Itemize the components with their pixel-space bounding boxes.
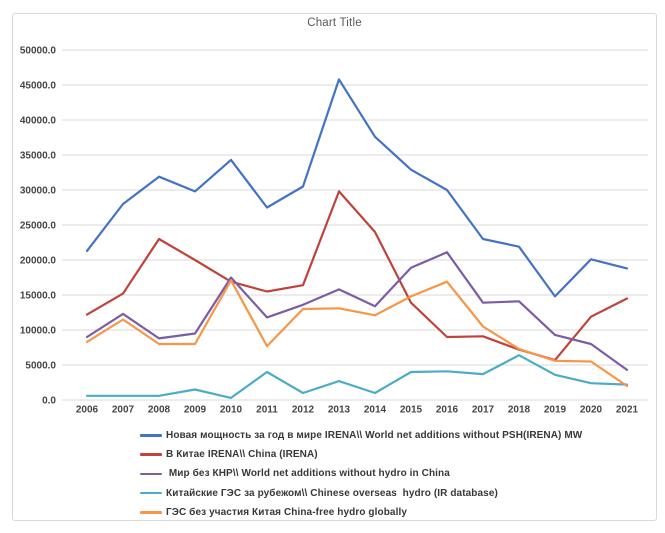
legend: Новая мощность за год в мире IRENA\\ Wor… (140, 426, 582, 522)
svg-text:15000.0: 15000.0 (20, 291, 57, 302)
legend-row: Мир без КНР\\ World net additions withou… (140, 464, 582, 483)
svg-text:2013: 2013 (328, 405, 351, 416)
svg-text:2009: 2009 (184, 405, 207, 416)
chart-frame (12, 13, 657, 521)
svg-text:50000.0: 50000.0 (20, 46, 57, 57)
legend-line-swatch (140, 491, 162, 495)
svg-text:2008: 2008 (148, 405, 171, 416)
svg-text:35000.0: 35000.0 (20, 151, 57, 162)
svg-text:2018: 2018 (508, 405, 531, 416)
svg-text:2016: 2016 (436, 405, 459, 416)
legend-label: В Китае IRENA\\ China (IRENA) (166, 449, 318, 461)
legend-row: Китайские ГЭС за рубежом\\ Chinese overs… (140, 484, 582, 503)
svg-text:2007: 2007 (112, 405, 135, 416)
chart-title: Chart Title (307, 17, 362, 29)
legend-label: Новая мощность за год в мире IRENA\\ Wor… (166, 430, 583, 442)
svg-text:20000.0: 20000.0 (20, 256, 57, 267)
svg-text:25000.0: 25000.0 (20, 221, 57, 232)
legend-row: В Китае IRENA\\ China (IRENA) (140, 445, 582, 464)
svg-text:2010: 2010 (220, 405, 243, 416)
svg-text:2017: 2017 (472, 405, 495, 416)
legend-label: Мир без КНР\\ World net additions withou… (166, 468, 450, 480)
legend-line-swatch (140, 472, 162, 476)
svg-text:2014: 2014 (364, 405, 387, 416)
legend-line-swatch (140, 434, 162, 437)
svg-text:2015: 2015 (400, 405, 423, 416)
legend-line-swatch (140, 453, 162, 457)
svg-text:2011: 2011 (256, 405, 278, 416)
legend-row: ГЭС без участия Китая China-free hydro g… (140, 503, 582, 522)
svg-text:2006: 2006 (76, 405, 99, 416)
svg-text:0.0: 0.0 (42, 396, 56, 407)
svg-text:40000.0: 40000.0 (20, 116, 57, 127)
svg-text:45000.0: 45000.0 (20, 81, 57, 92)
svg-text:2021: 2021 (616, 405, 639, 416)
svg-text:10000.0: 10000.0 (20, 326, 57, 337)
svg-text:2020: 2020 (580, 405, 603, 416)
legend-label: ГЭС без участия Китая China-free hydro g… (166, 506, 408, 518)
svg-text:2019: 2019 (544, 405, 567, 416)
svg-text:30000.0: 30000.0 (20, 186, 57, 197)
legend-row: Новая мощность за год в мире IRENA\\ Wor… (140, 426, 582, 445)
legend-line-swatch (140, 511, 162, 514)
svg-text:2012: 2012 (292, 405, 315, 416)
legend-label: Китайские ГЭС за рубежом\\ Chinese overs… (166, 487, 498, 499)
svg-text:5000.0: 5000.0 (25, 361, 56, 372)
